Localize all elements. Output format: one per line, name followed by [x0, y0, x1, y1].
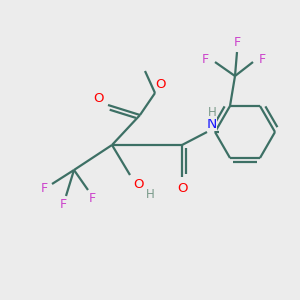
Text: F: F	[258, 52, 266, 65]
Text: F: F	[201, 52, 208, 65]
Text: H: H	[208, 106, 216, 118]
Text: O: O	[177, 182, 187, 196]
Text: F: F	[59, 199, 67, 212]
Text: O: O	[93, 92, 103, 106]
Text: F: F	[233, 35, 241, 49]
Text: N: N	[207, 117, 217, 131]
Text: F: F	[40, 182, 48, 196]
Text: O: O	[133, 178, 143, 191]
Text: O: O	[156, 79, 166, 92]
Text: H: H	[146, 188, 154, 202]
Text: F: F	[88, 191, 96, 205]
